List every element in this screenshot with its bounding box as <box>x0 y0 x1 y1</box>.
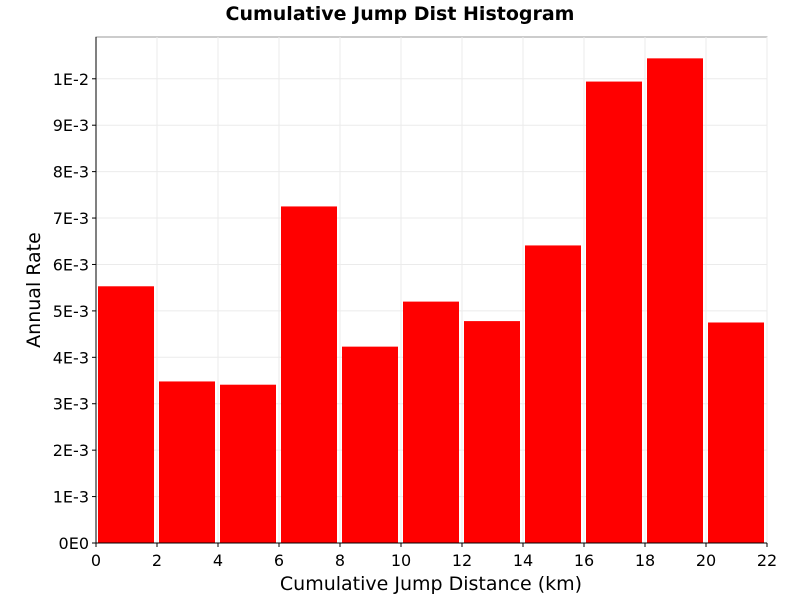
x-tick-label: 4 <box>213 551 223 570</box>
x-tick-label: 20 <box>696 551 716 570</box>
y-tick-label: 8E-3 <box>53 163 89 182</box>
x-axis-label: Cumulative Jump Distance (km) <box>280 573 582 595</box>
x-tick-label: 2 <box>152 551 162 570</box>
histogram-bar <box>159 381 215 543</box>
x-tick-label: 14 <box>513 551 533 570</box>
y-axis-ticks: 0E0 1E-3 2E-3 3E-3 4E-3 5E-3 6E-3 7E-3 8E-3 9E-3 1… <box>53 70 96 553</box>
y-tick-label: 3E-3 <box>53 395 89 414</box>
histogram-bar <box>525 245 581 543</box>
y-tick-label: 2E-3 <box>53 441 89 460</box>
y-tick-label: 5E-3 <box>53 302 89 321</box>
y-axis-label: Annual Rate <box>23 232 45 348</box>
y-tick-label: 9E-3 <box>53 116 89 135</box>
x-tick-label: 18 <box>635 551 655 570</box>
y-tick-label: 1E-2 <box>53 70 89 89</box>
histogram-bar <box>464 321 520 543</box>
y-tick-label: 1E-3 <box>53 488 89 507</box>
x-tick-label: 22 <box>757 551 777 570</box>
bars <box>98 58 764 544</box>
x-tick-label: 6 <box>274 551 284 570</box>
x-tick-label: 12 <box>452 551 472 570</box>
histogram-bar <box>708 322 764 543</box>
x-tick-label: 0 <box>91 551 101 570</box>
y-tick-label: 7E-3 <box>53 209 89 228</box>
histogram-bar <box>220 384 276 543</box>
histogram-bar <box>586 81 642 544</box>
histogram-bar <box>342 346 398 543</box>
x-axis-ticks: 0 2 4 6 8 10 12 14 16 18 20 22 <box>91 543 777 570</box>
histogram-bar <box>647 58 703 544</box>
y-tick-label: 4E-3 <box>53 348 89 367</box>
y-tick-label: 0E0 <box>59 534 89 553</box>
histogram-bar <box>98 286 154 543</box>
x-tick-label: 8 <box>335 551 345 570</box>
histogram-bar <box>403 301 459 543</box>
x-tick-label: 16 <box>574 551 594 570</box>
histogram-bar <box>281 206 337 543</box>
chart-title: Cumulative Jump Dist Histogram <box>226 3 575 25</box>
y-tick-label: 6E-3 <box>53 255 89 274</box>
x-tick-label: 10 <box>391 551 411 570</box>
